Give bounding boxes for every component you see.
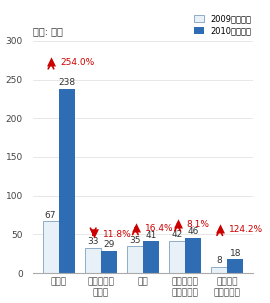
Text: 単位: 億円: 単位: 億円 [32,26,62,36]
Bar [85,248,101,273]
Text: 254.0%: 254.0% [60,58,94,67]
Text: ▲: ▲ [216,222,225,235]
Text: 35: 35 [129,235,141,245]
Text: 11.8%: 11.8% [103,230,131,239]
Text: 16.4%: 16.4% [145,224,173,233]
Text: 41: 41 [145,231,157,240]
Text: 8.1%: 8.1% [187,220,210,229]
Bar [59,89,75,273]
Text: ▲: ▲ [132,222,141,235]
Text: ▲: ▲ [174,218,183,231]
Bar [101,251,117,273]
Bar [43,221,59,273]
Bar [169,241,185,273]
Text: 8: 8 [217,256,222,265]
Text: 46: 46 [187,227,199,236]
Bar [211,267,227,273]
Text: 29: 29 [103,240,114,249]
Text: 124.2%: 124.2% [229,225,263,234]
Text: 42: 42 [171,230,183,239]
Bar [227,259,243,273]
Text: 33: 33 [87,237,99,246]
Text: 18: 18 [230,249,241,258]
Text: ▼: ▼ [90,228,99,241]
Text: ▲: ▲ [47,56,56,69]
Legend: 2009年３月期, 2010年３月期: 2009年３月期, 2010年３月期 [194,15,251,36]
Bar [127,246,143,273]
Bar [185,238,201,273]
Text: 67: 67 [45,211,56,220]
Text: 238: 238 [58,78,75,87]
Bar [143,241,159,273]
